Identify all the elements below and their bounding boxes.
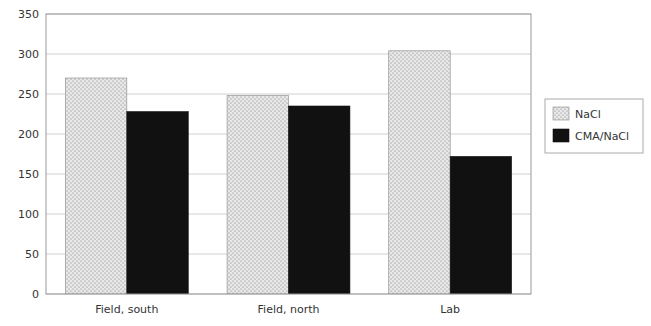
x-tick-label: Field, south <box>95 303 158 316</box>
y-grid <box>46 14 531 294</box>
bar <box>389 51 450 294</box>
legend-frame <box>545 99 643 153</box>
bar <box>65 78 126 294</box>
bars <box>65 51 511 294</box>
bar <box>127 112 188 294</box>
y-tick-label: 300 <box>18 48 39 61</box>
plot-frame <box>46 14 531 294</box>
legend: NaCl CMA/NaCl <box>545 99 643 153</box>
bar <box>227 96 288 294</box>
y-tick-label: 250 <box>18 88 39 101</box>
y-tick-label: 150 <box>18 168 39 181</box>
chart-svg: 0 50 100 150 200 250 300 350 Field, south Field, … <box>0 0 651 326</box>
legend-label: CMA/NaCl <box>575 130 629 143</box>
y-tick-label: 0 <box>32 288 39 301</box>
y-tick-label: 100 <box>18 208 39 221</box>
y-tick-label: 50 <box>25 248 39 261</box>
grid-line <box>46 54 531 55</box>
y-tick-label: 200 <box>18 128 39 141</box>
legend-swatch <box>553 129 569 142</box>
legend-label: NaCl <box>575 108 601 121</box>
legend-swatch <box>553 107 569 120</box>
x-tick-label: Field, north <box>258 303 320 316</box>
bar <box>289 106 350 294</box>
y-tick-label: 350 <box>18 8 39 21</box>
bar <box>450 156 511 294</box>
x-tick-label: Lab <box>440 303 460 316</box>
chart-container: 0 50 100 150 200 250 300 350 Field, south Field, … <box>0 0 651 326</box>
